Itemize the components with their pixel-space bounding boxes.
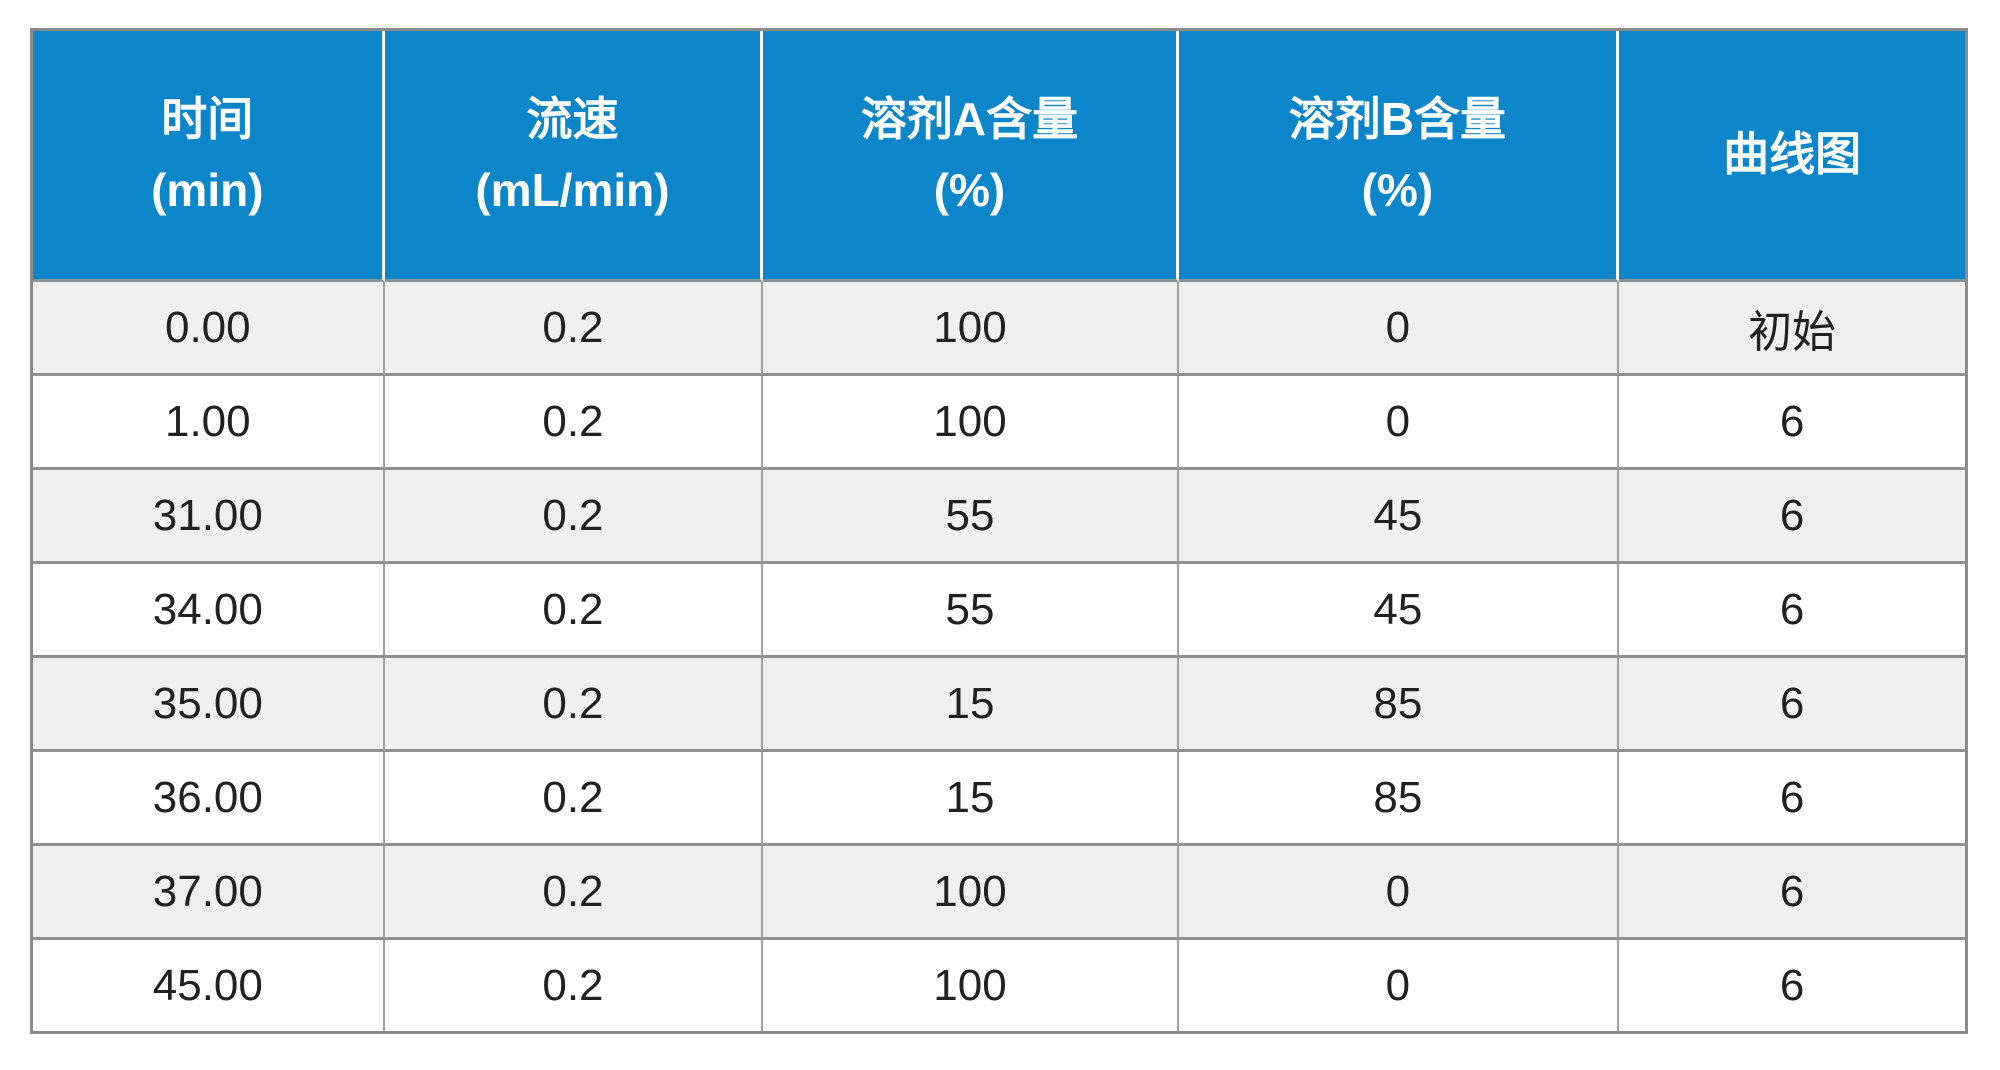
table-cell: 6 — [1619, 376, 1965, 470]
table-row: 45.00 0.2 100 0 6 — [33, 940, 1965, 1031]
table-cell: 0.2 — [384, 376, 764, 470]
table-row: 1.00 0.2 100 0 6 — [33, 376, 1965, 470]
column-header-curve: 曲线图 — [1619, 31, 1965, 282]
table-cell: 0.00 — [33, 282, 385, 376]
column-title: 曲线图 — [1723, 128, 1862, 181]
column-title: 流速 — [526, 92, 619, 145]
column-header-flow-rate: 流速 (mL/min) — [384, 31, 764, 282]
table-cell: 6 — [1619, 470, 1965, 564]
table-cell: 34.00 — [33, 564, 385, 658]
column-unit: (%) — [1361, 164, 1434, 216]
table-cell: 37.00 — [33, 846, 385, 940]
table-cell: 0.2 — [384, 940, 764, 1031]
gradient-table: 时间 (min) 流速 (mL/min) 溶剂A含量 (%) 溶剂B含量 (%)… — [30, 28, 1968, 1034]
column-unit: (%) — [933, 164, 1006, 216]
table-cell: 0 — [1178, 376, 1620, 470]
table-cell: 6 — [1619, 940, 1965, 1031]
column-title: 溶剂A含量 — [860, 92, 1079, 145]
table-cell: 36.00 — [33, 752, 385, 846]
gradient-table-container: 时间 (min) 流速 (mL/min) 溶剂A含量 (%) 溶剂B含量 (%)… — [30, 28, 1968, 1034]
table-cell: 初始 — [1619, 282, 1965, 376]
table-cell: 0.2 — [384, 846, 764, 940]
table-cell: 55 — [763, 470, 1179, 564]
table-cell: 45 — [1178, 564, 1620, 658]
column-title: 时间 — [161, 92, 254, 145]
table-cell: 6 — [1619, 564, 1965, 658]
column-header-time: 时间 (min) — [33, 31, 385, 282]
table-cell: 6 — [1619, 752, 1965, 846]
column-header-solvent-b: 溶剂B含量 (%) — [1178, 31, 1620, 282]
table-cell: 15 — [763, 658, 1179, 752]
table-cell: 6 — [1619, 846, 1965, 940]
table-cell: 31.00 — [33, 470, 385, 564]
table-cell: 85 — [1178, 658, 1620, 752]
table-cell: 0 — [1178, 846, 1620, 940]
table-cell: 6 — [1619, 658, 1965, 752]
column-unit: (mL/min) — [475, 164, 670, 216]
column-header-solvent-a: 溶剂A含量 (%) — [763, 31, 1179, 282]
header-row: 时间 (min) 流速 (mL/min) 溶剂A含量 (%) 溶剂B含量 (%)… — [33, 31, 1965, 282]
table-cell: 100 — [763, 940, 1179, 1031]
table-cell: 55 — [763, 564, 1179, 658]
table-row: 37.00 0.2 100 0 6 — [33, 846, 1965, 940]
table-cell: 0.2 — [384, 564, 764, 658]
table-cell: 100 — [763, 376, 1179, 470]
table-cell: 85 — [1178, 752, 1620, 846]
column-title: 溶剂B含量 — [1288, 92, 1507, 145]
table-cell: 100 — [763, 846, 1179, 940]
table-header: 时间 (min) 流速 (mL/min) 溶剂A含量 (%) 溶剂B含量 (%)… — [33, 31, 1965, 282]
table-cell: 0.2 — [384, 470, 764, 564]
table-row: 34.00 0.2 55 45 6 — [33, 564, 1965, 658]
table-cell: 0.2 — [384, 282, 764, 376]
table-row: 36.00 0.2 15 85 6 — [33, 752, 1965, 846]
table-cell: 1.00 — [33, 376, 385, 470]
table-cell: 45.00 — [33, 940, 385, 1031]
table-row: 31.00 0.2 55 45 6 — [33, 470, 1965, 564]
column-unit: (min) — [151, 164, 264, 216]
table-cell: 0.2 — [384, 658, 764, 752]
table-body: 0.00 0.2 100 0 初始 1.00 0.2 100 0 6 31.00 0.2 55 45 6 34… — [33, 282, 1965, 1031]
table-cell: 15 — [763, 752, 1179, 846]
table-row: 35.00 0.2 15 85 6 — [33, 658, 1965, 752]
table-cell: 35.00 — [33, 658, 385, 752]
table-cell: 0 — [1178, 282, 1620, 376]
table-cell: 0 — [1178, 940, 1620, 1031]
table-cell: 100 — [763, 282, 1179, 376]
table-row: 0.00 0.2 100 0 初始 — [33, 282, 1965, 376]
table-cell: 45 — [1178, 470, 1620, 564]
table-cell: 0.2 — [384, 752, 764, 846]
